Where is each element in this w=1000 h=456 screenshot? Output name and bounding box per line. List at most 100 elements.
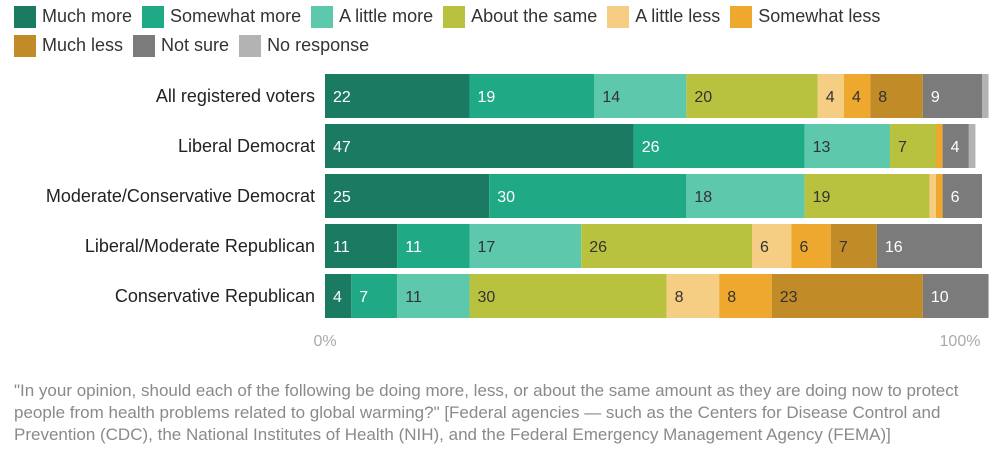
data-label: 11: [405, 289, 422, 306]
bar-segment-a-little-more: [469, 224, 582, 268]
legend-item-a-little-less: A little less: [607, 5, 721, 28]
bar-segment-a-little-more: [594, 74, 687, 118]
legend-item-much-less: Much less: [14, 34, 124, 57]
legend-item-not-sure: Not sure: [133, 34, 230, 57]
data-label: 19: [813, 189, 831, 206]
data-label: 8: [878, 89, 887, 106]
legend-swatch: [607, 5, 630, 28]
bar-segment-much-more: [325, 124, 634, 168]
category-label: Moderate/Conservative Democrat: [46, 186, 315, 206]
bar-segment-a-little-less: [752, 224, 792, 268]
bar-segment-somewhat-more: [633, 124, 805, 168]
data-label: 10: [931, 289, 949, 306]
bar-segment-much-less: [830, 224, 877, 268]
bar-segment-a-little-less: [817, 74, 845, 118]
legend-item-no-response: No response: [239, 34, 370, 57]
bar-segment-about-the-same: [890, 124, 937, 168]
data-label: 4: [826, 89, 835, 106]
bar-segment-somewhat-more: [489, 174, 687, 218]
data-label: 6: [799, 239, 808, 256]
x-tick-label: 100%: [940, 333, 981, 350]
bar-segment-not-sure: [876, 224, 982, 268]
category-label: Conservative Republican: [115, 286, 315, 306]
bar-segment-not-sure: [922, 74, 982, 118]
data-label: 9: [931, 89, 940, 106]
category-label: All registered voters: [156, 86, 315, 106]
bar-segment-somewhat-less: [936, 174, 943, 218]
data-label: 11: [405, 239, 422, 256]
legend-swatch: [443, 5, 466, 28]
legend-label: No response: [267, 35, 370, 55]
bar-segment-somewhat-less: [844, 74, 871, 118]
data-label: 7: [839, 239, 848, 256]
legend-label: Somewhat more: [170, 6, 302, 26]
bar-segment-no-response: [968, 124, 976, 168]
bar-segment-much-less: [870, 74, 923, 118]
data-label: 23: [780, 289, 798, 306]
bar-segment-about-the-same: [581, 224, 753, 268]
category-label: Liberal/Moderate Republican: [85, 236, 315, 256]
stacked-bar-chart: All registered voters 22 19 14 20 4 4 8 9Liberal…: [46, 74, 989, 350]
bar-segment-not-sure: [942, 174, 982, 218]
bar-segment-a-little-more: [397, 274, 470, 318]
legend-swatch: [133, 34, 156, 57]
survey-question-caption: "In your opinion, should each of the fol…: [14, 381, 959, 444]
legend-item-a-little-more: A little more: [311, 5, 434, 28]
bar-segment-about-the-same: [686, 74, 818, 118]
data-label: 7: [898, 139, 907, 156]
legend-swatch: [14, 34, 36, 57]
bar-segment-a-little-more: [686, 174, 805, 218]
data-label: 22: [333, 89, 351, 106]
bar-segment-somewhat-less: [719, 274, 772, 318]
bar-segment-a-little-more: [804, 124, 891, 168]
chart-legend: Much more Somewhat more A little more About…: [14, 2, 994, 60]
bar-segment-much-more: [325, 74, 470, 118]
bar-segment-a-little-less: [666, 274, 720, 318]
legend-swatch: [14, 5, 36, 28]
data-label: 16: [885, 239, 903, 256]
data-label: 6: [760, 239, 769, 256]
bar-segment-no-response: [982, 74, 989, 118]
legend-label: Much less: [42, 35, 124, 55]
legend-label: Not sure: [161, 35, 230, 55]
legend-label: A little less: [635, 6, 721, 26]
legend-item-somewhat-more: Somewhat more: [142, 5, 302, 28]
bar-segment-a-little-less: [929, 174, 937, 218]
bar-segment-much-more: [325, 224, 398, 268]
legend-label: Much more: [42, 6, 133, 26]
data-label: 14: [602, 89, 620, 106]
legend-row: Much less Not sure No response: [14, 31, 994, 60]
bar-segment-not-sure: [942, 124, 969, 168]
bar-segment-somewhat-more: [469, 74, 595, 118]
x-tick-label: 0%: [313, 333, 336, 350]
data-label: 8: [675, 289, 684, 306]
bar-segment-much-more: [325, 274, 352, 318]
data-label: 18: [694, 189, 712, 206]
data-label: 8: [727, 289, 736, 306]
legend-row: Much more Somewhat more A little more About…: [14, 2, 994, 31]
data-label: 17: [478, 239, 496, 256]
legend-swatch: [239, 34, 262, 57]
data-label: 47: [333, 139, 351, 156]
bar-segment-about-the-same: [804, 174, 930, 218]
data-label: 20: [694, 89, 712, 106]
category-label: Liberal Democrat: [178, 136, 315, 156]
bar-segment-much-more: [325, 174, 490, 218]
legend-label: Somewhat less: [758, 6, 881, 26]
legend-swatch: [142, 5, 165, 28]
data-label: 26: [589, 239, 607, 256]
data-label: 11: [333, 239, 350, 256]
bar-segment-somewhat-more: [351, 274, 398, 318]
data-label: 25: [333, 189, 351, 206]
data-label: 4: [333, 289, 342, 306]
bar-segment-not-sure: [922, 274, 989, 318]
bar-segment-somewhat-more: [397, 224, 470, 268]
bar-segment-somewhat-less: [936, 124, 943, 168]
legend-label: A little more: [339, 6, 434, 26]
legend-item-somewhat-less: Somewhat less: [730, 5, 881, 28]
legend-label: About the same: [471, 6, 598, 26]
bar-segment-much-less: [771, 274, 923, 318]
data-label: 4: [951, 139, 960, 156]
data-label: 4: [852, 89, 861, 106]
data-label: 30: [497, 189, 515, 206]
